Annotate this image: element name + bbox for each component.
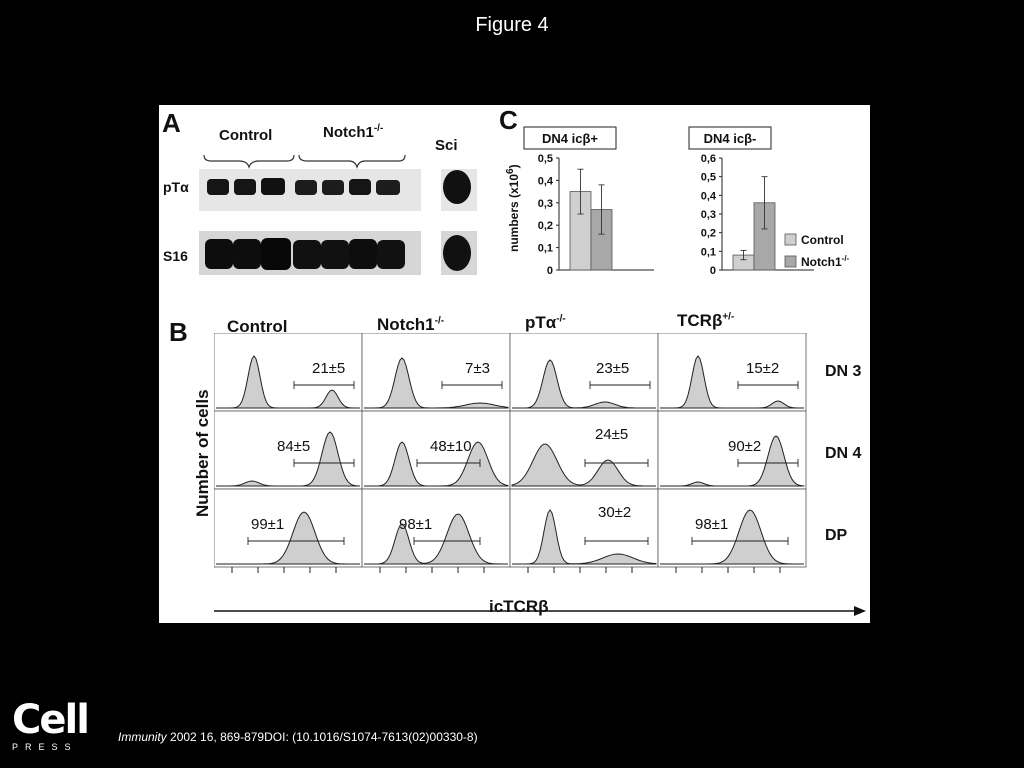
legend-swatch-notch	[784, 255, 797, 268]
gate-percentage: 99±1	[251, 516, 284, 533]
chart-legend: Control Notch1-/-	[784, 233, 850, 269]
histogram-cell: 15±2	[657, 333, 807, 412]
y-tick-label: 0,1	[701, 246, 716, 258]
gate-percentage: 7±3	[465, 360, 490, 377]
histogram-frame	[509, 488, 659, 568]
bar-chart-1: DN4 icβ+ 0 0,1 0,2 0,3 0,4 0,5	[523, 126, 654, 277]
gate-percentage: 48±10	[430, 438, 472, 455]
gate-percentage: 84±5	[277, 438, 310, 455]
y-tick-label: 0,3	[538, 198, 553, 210]
histogram-curve	[216, 511, 360, 565]
histogram-curve	[660, 435, 805, 487]
chart-title: DN4 icβ-	[704, 131, 757, 146]
y-tick-label: 0,1	[538, 243, 553, 255]
y-tick-label: 0	[710, 265, 716, 277]
icTCRb-arrow-head	[854, 606, 866, 616]
gate-percentage: 98±1	[695, 516, 728, 533]
northern-blot-image	[199, 154, 477, 275]
gate-percentage: 21±5	[312, 360, 345, 377]
gate-percentage: 90±2	[728, 438, 761, 455]
histogram-cell: 99±1	[214, 488, 363, 568]
y-tick-label: 0,4	[701, 190, 717, 202]
citation-journal: Immunity	[118, 730, 167, 744]
press-logo-word: PRESS	[12, 742, 78, 752]
histogram-curve	[660, 355, 804, 409]
histogram-curve	[364, 513, 508, 565]
histogram-cell: 30±2	[509, 488, 659, 568]
histogram-curve	[512, 359, 656, 409]
panel-a-notch-label: Notch1-/-	[323, 123, 384, 141]
panel-b-col-tcrb: TCRβ+/-	[677, 311, 735, 330]
panel-a-sci-label: Sci	[435, 137, 458, 154]
gate-percentage: 30±2	[598, 504, 631, 521]
histogram-frame	[509, 333, 659, 412]
gate-percentage: 24±5	[595, 426, 628, 443]
panel-b-ylabel: Number of cells	[193, 389, 212, 517]
histogram-cell: 24±5	[509, 410, 659, 490]
histogram-curve	[364, 357, 509, 409]
y-tick-label: 0,6	[701, 153, 716, 165]
panel-c-charts: DN4 icβ+ 0 0,1 0,2 0,3 0,4 0,5 DN4 icβ- 0 0,1 0,2 0…	[523, 126, 850, 277]
y-tick-label: 0,5	[538, 153, 553, 165]
legend-label-notch: Notch1-/-	[801, 254, 850, 269]
panel-b-col-control: Control	[227, 317, 288, 336]
panel-b-row-dn3: DN 3	[825, 363, 862, 380]
chart-title-box	[688, 126, 772, 150]
histogram-cell: 98±1	[361, 488, 511, 568]
gate-percentage: 15±2	[746, 360, 779, 377]
histogram-cell: 98±1	[657, 488, 807, 568]
chart-title: DN4 icβ+	[542, 131, 598, 146]
panel-b-col-notch: Notch1-/-	[377, 315, 445, 334]
histogram-cell: 23±5	[509, 333, 659, 412]
histogram-curve	[660, 509, 804, 565]
citation: Immunity 2002 16, 869-879DOI: (10.1016/S…	[118, 730, 478, 744]
y-tick-label: 0,3	[701, 209, 716, 221]
panel-c-label: C	[499, 105, 518, 135]
histogram-frame	[657, 333, 807, 412]
y-tick-label: 0,2	[538, 220, 553, 232]
gate-percentage: 23±5	[596, 360, 629, 377]
histogram-curve	[364, 441, 509, 487]
panel-a-label: A	[162, 108, 181, 138]
panel-a-row-pta: pTα	[163, 179, 189, 195]
cell-press-logo: Cell PRESS	[12, 697, 90, 752]
histogram-curve	[216, 355, 360, 409]
panel-a-control-label: Control	[219, 127, 273, 144]
histogram-cell: 7±3	[361, 333, 511, 412]
panel-a-row-s16: S16	[163, 248, 188, 264]
histogram-curve	[216, 431, 361, 487]
panel-b-label: B	[169, 317, 188, 347]
cell-logo-word: Cell	[12, 697, 90, 743]
histogram-frame	[361, 333, 511, 412]
bar-chart-2: DN4 icβ- 0 0,1 0,2 0,3 0,4 0,5 0,6	[688, 126, 814, 277]
panel-b-histogram-grid: 21±5 7±3 23±5 15±2 84±5 48±10 24±5 90±2 99±1 98±1…	[214, 333, 866, 616]
gate-percentage: 98±1	[399, 516, 432, 533]
y-tick-label: 0,5	[701, 172, 716, 184]
chart-title-box	[523, 126, 617, 150]
figure-panel: A Control Notch1-/- Sci pTα S16 C number…	[159, 105, 870, 623]
panel-b-row-dn4: DN 4	[825, 445, 862, 462]
y-tick-label: 0	[547, 265, 553, 277]
citation-text: 2002 16, 869-879DOI: (10.1016/S1074-7613…	[166, 730, 478, 744]
slide-title: Figure 4	[475, 14, 549, 36]
histogram-frame	[361, 488, 511, 568]
histogram-curve	[511, 443, 656, 487]
histogram-cell: 48±10	[361, 410, 511, 490]
y-tick-label: 0,2	[701, 228, 716, 240]
y-tick-label: 0,4	[538, 175, 554, 187]
histogram-curve	[512, 509, 657, 565]
legend-swatch-control	[784, 233, 797, 246]
legend-label-control: Control	[801, 233, 844, 247]
histogram-cell: 84±5	[214, 410, 363, 490]
panel-b-row-dp: DP	[825, 527, 848, 544]
panel-b-col-pta: pTα-/-	[525, 313, 566, 332]
histogram-cell: 21±5	[214, 333, 363, 412]
histogram-cell: 90±2	[657, 410, 807, 490]
